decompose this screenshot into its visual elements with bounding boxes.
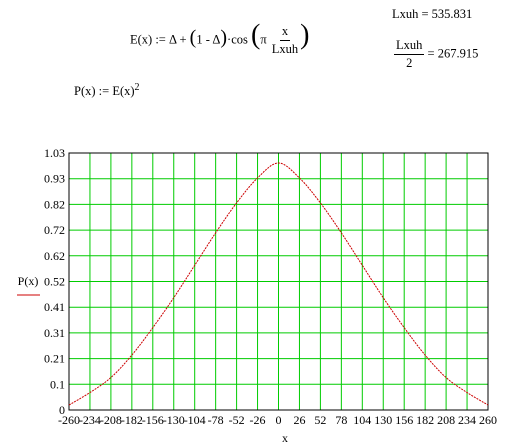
P-definition[interactable]: P(x) := E(x)2 <box>74 82 140 99</box>
x-tick-labels: -260-234-208-182-156-130-104 -78 -52 -26 0 26… <box>58 413 497 427</box>
y-tick-label: 0.52 <box>44 275 65 289</box>
x-tick-label: 234 <box>458 413 476 427</box>
y-tick-labels: 0 0.1 0.21 0.31 0.41 0.52 0.62 0.72 0.82 0.93 1.03 <box>44 146 65 417</box>
x-tick-label: -208 <box>100 413 122 427</box>
grid-lines <box>68 152 489 411</box>
y-tick-label: 0.72 <box>44 223 65 237</box>
plus-operator: + <box>179 32 187 47</box>
plot-frame <box>68 152 489 411</box>
left-paren: ( <box>189 26 197 49</box>
y-tick-label: 0.31 <box>44 326 65 340</box>
x-tick-label: 104 <box>353 413 371 427</box>
half-Lxuh-value[interactable]: Lxuh 2 = 267.915 <box>394 38 478 71</box>
y-axis-label: P(x) <box>18 274 39 288</box>
x-tick-label: -78 <box>208 413 224 427</box>
x-tick-label: -156 <box>142 413 164 427</box>
x-over-Lxuh-fraction: x Lxuh <box>270 24 300 57</box>
cos-function: ·cos <box>227 32 248 47</box>
x-tick-label: 78 <box>335 413 347 427</box>
half-numerator: Lxuh <box>394 38 425 55</box>
x-tick-label: 156 <box>395 413 413 427</box>
x-tick-label: 260 <box>479 413 497 427</box>
x-tick-label: -260 <box>58 413 80 427</box>
x-tick-label: -182 <box>121 413 143 427</box>
x-tick-label: 52 <box>314 413 326 427</box>
x-tick-label: -234 <box>79 413 101 427</box>
right-paren: ) <box>220 26 228 49</box>
delta-symbol-2: Δ <box>212 32 221 47</box>
y-tick-label: 0.82 <box>44 197 65 211</box>
x-tick-label: 0 <box>276 413 282 427</box>
P-lhs: P(x) := <box>74 84 110 99</box>
y-tick-label: 0.21 <box>44 352 65 366</box>
Lxuh-over-2-fraction: Lxuh 2 <box>394 38 425 71</box>
x-tick-label: -130 <box>163 413 185 427</box>
x-axis-label: x <box>282 431 288 445</box>
y-tick-label: 0.93 <box>44 172 65 186</box>
fraction-denominator: Lxuh <box>271 42 299 56</box>
pi-symbol: π <box>260 32 267 47</box>
delta-symbol: Δ <box>168 32 177 47</box>
x-tick-label: -52 <box>229 413 245 427</box>
cos-right-paren: ) <box>300 19 310 51</box>
y-tick-label: 1.03 <box>44 146 65 160</box>
half-result: = 267.915 <box>427 46 479 61</box>
half-denominator: 2 <box>406 56 413 70</box>
x-tick-label: 208 <box>437 413 455 427</box>
series-trace <box>68 162 489 406</box>
y-tick-label: 0.62 <box>44 249 65 263</box>
fraction-numerator: x <box>279 24 291 41</box>
x-tick-label: -26 <box>250 413 266 427</box>
y-tick-label: 0.1 <box>50 377 65 391</box>
y-tick-label: 0.41 <box>44 300 65 314</box>
P-rhs: E(x) <box>112 84 135 99</box>
cos-left-paren: ( <box>250 19 261 51</box>
x-tick-label: 26 <box>293 413 305 427</box>
P-exponent: 2 <box>134 82 140 93</box>
x-tick-label: -104 <box>184 413 206 427</box>
y-tick-label: 0 <box>59 403 65 417</box>
E-lhs: E(x) := <box>130 32 166 47</box>
E-definition[interactable]: E(x) := Δ + (1 - Δ)·cos (π x Lxuh ) <box>130 21 309 57</box>
x-tick-label: 182 <box>416 413 434 427</box>
one-minus: 1 - <box>196 32 210 47</box>
Lxuh-value[interactable]: Lxuh = 535.831 <box>392 7 473 21</box>
x-tick-label: 130 <box>374 413 392 427</box>
